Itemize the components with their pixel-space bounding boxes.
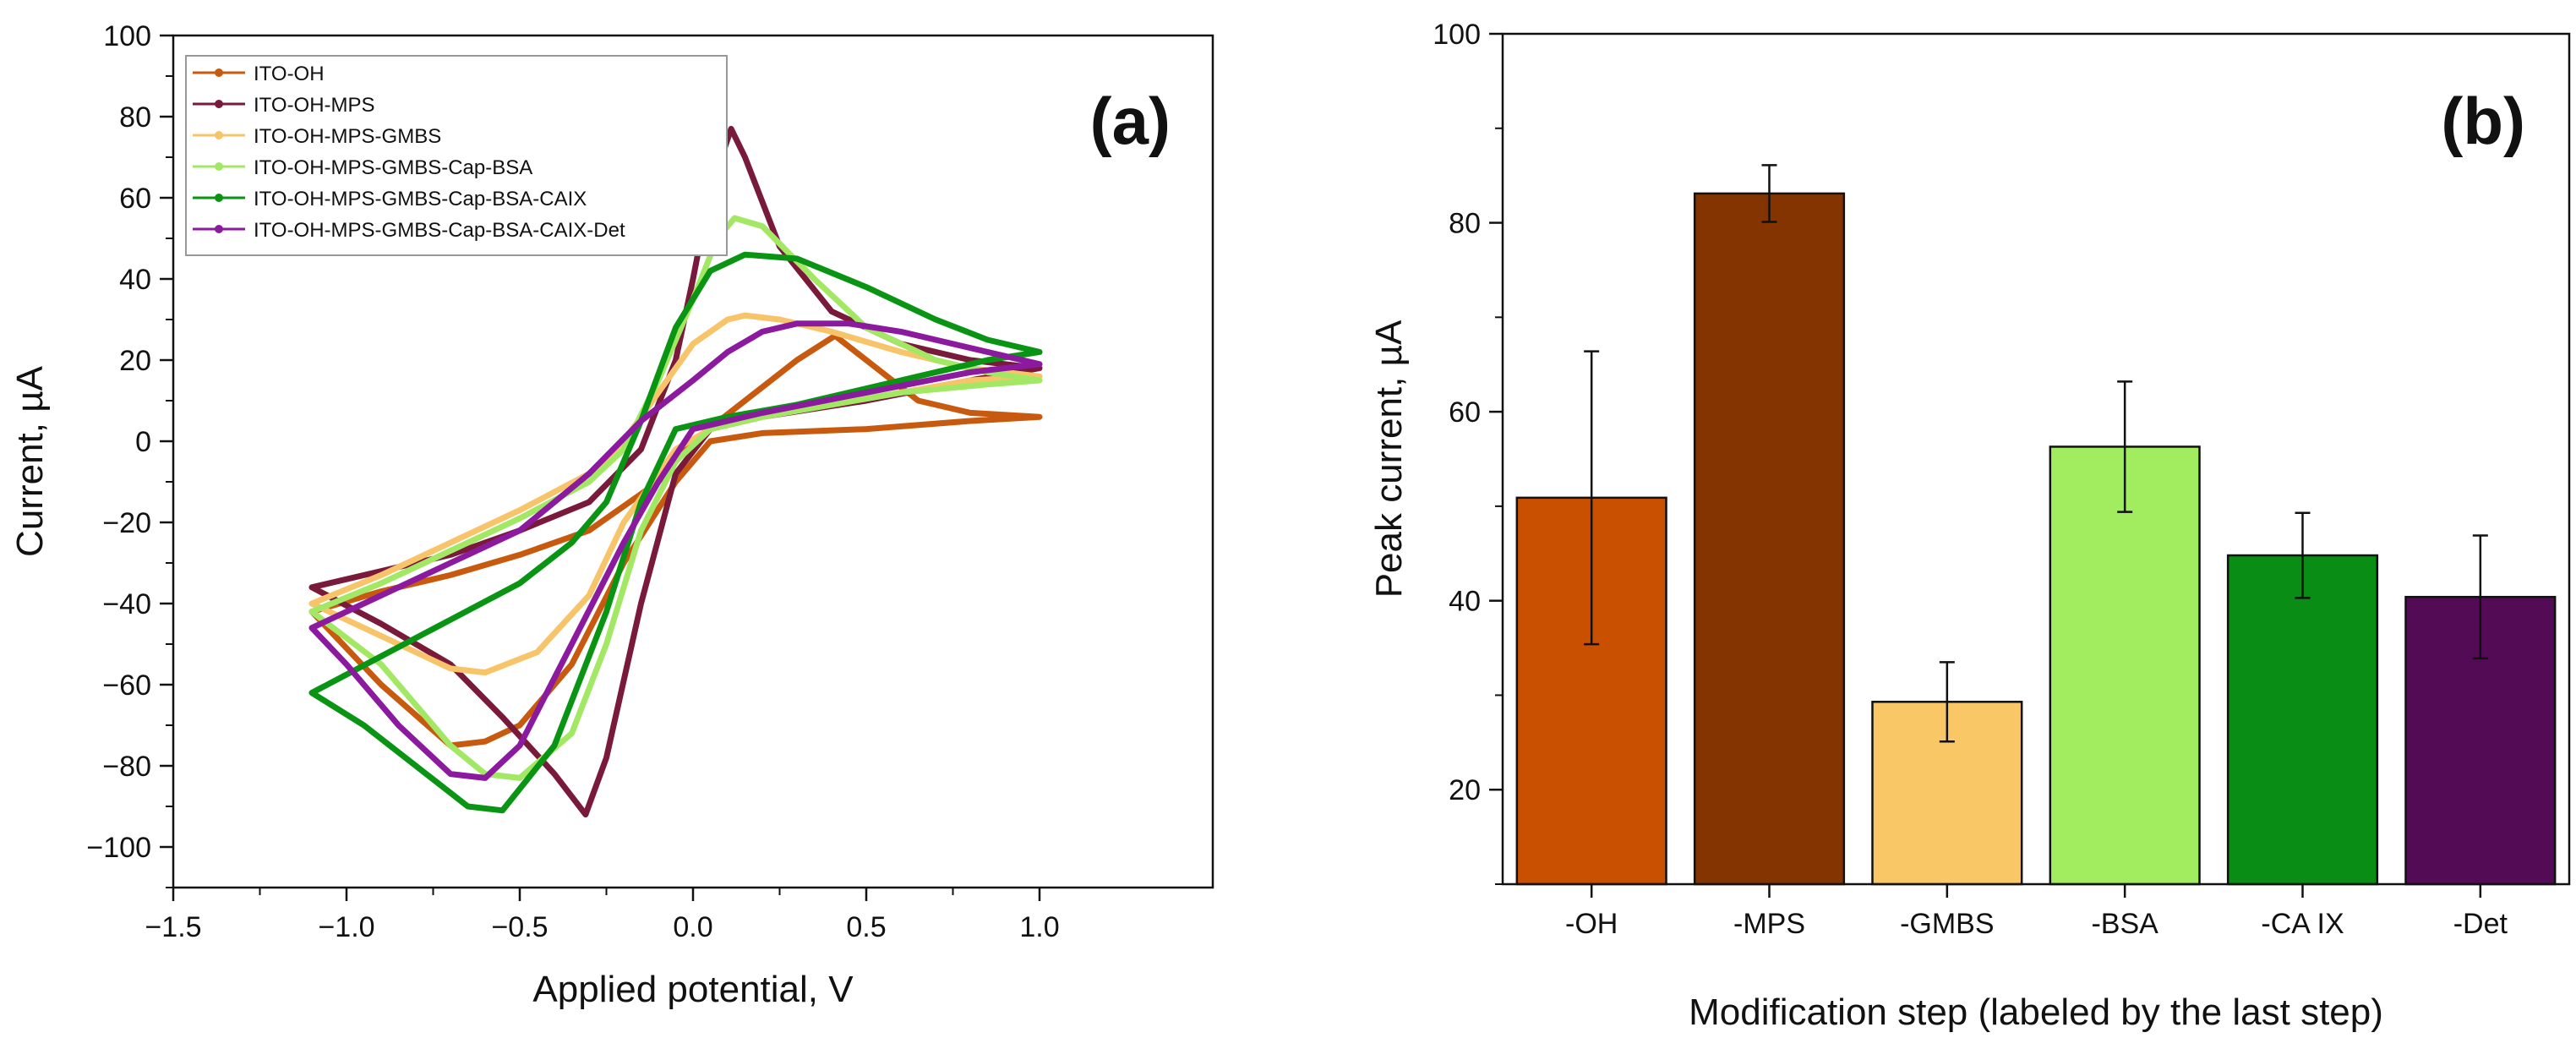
peak-current-y-axis-title: Peak current, µA bbox=[1368, 320, 1410, 598]
cv-y-tick-label: 0 bbox=[135, 426, 151, 458]
peak-current-y-axis: 20 40 60 80 100 bbox=[1433, 19, 1503, 885]
peak-current-plot-frame bbox=[1501, 32, 2571, 886]
cv-y-tick-label: 20 bbox=[119, 345, 151, 377]
cv-series-line-5 bbox=[308, 320, 1043, 781]
cv-y-tick-label: −60 bbox=[102, 669, 151, 702]
cv-plot-area bbox=[308, 125, 1043, 818]
cv-series-line-4 bbox=[308, 251, 1043, 814]
cv-y-tick-label: −40 bbox=[102, 588, 151, 620]
bar-category-label-4: -CA IX bbox=[2261, 908, 2344, 940]
cv-legend: ITO-OH ITO-OH-MPS ITO-OH-MPS-GMBS ITO-OH-MP… bbox=[185, 55, 728, 256]
cv-legend-label-0: ITO-OH bbox=[254, 63, 325, 85]
cv-series-line-2 bbox=[308, 312, 1043, 676]
cv-y-axis-title: Current, µA bbox=[9, 365, 51, 557]
cv-legend-marker-5 bbox=[215, 225, 223, 233]
cv-legend-marker-1 bbox=[215, 100, 223, 108]
bar-category-label-5: -Det bbox=[2453, 908, 2508, 940]
cv-panel-label: (a) bbox=[1090, 84, 1171, 158]
cv-legend-marker-0 bbox=[215, 68, 223, 77]
cv-x-tick-label: −1.5 bbox=[145, 911, 201, 943]
cv-y-tick-label: −100 bbox=[86, 832, 151, 864]
bar-2 bbox=[1871, 701, 2023, 886]
cv-legend-marker-2 bbox=[215, 131, 223, 139]
bar-category-label-3: -BSA bbox=[2091, 908, 2158, 940]
bar-y-tick-label: 40 bbox=[1449, 586, 1481, 618]
bar-category-label-2: -GMBS bbox=[1900, 908, 1994, 940]
cv-chart-panel: −1.5 −1.0 −0.5 0.0 0.5 1.0 −100 −80 −60 −40 −20 0 2… bbox=[9, 20, 1214, 1010]
cv-y-axis: −100 −80 −60 −40 −20 0 20 40 60 80 100 bbox=[86, 20, 173, 888]
cv-x-tick-label: −1.0 bbox=[318, 911, 374, 943]
bar-y-tick-label: 80 bbox=[1449, 208, 1481, 240]
cv-legend-label-5: ITO-OH-MPS-GMBS-Cap-BSA-CAIX-Det bbox=[254, 219, 625, 242]
cv-series-line-3 bbox=[308, 215, 1043, 781]
cv-y-tick-label: 100 bbox=[103, 20, 151, 52]
bar-category-label-1: -MPS bbox=[1733, 908, 1805, 940]
cv-legend-label-4: ITO-OH-MPS-GMBS-Cap-BSA-CAIX bbox=[254, 188, 587, 210]
cv-legend-label-1: ITO-OH-MPS bbox=[254, 94, 375, 117]
bar-y-tick-label: 20 bbox=[1449, 774, 1481, 806]
cv-y-tick-label: 60 bbox=[119, 183, 151, 215]
peak-current-chart-panel: -OH -MPS -GMBS -BSA -CA IX -Det 20 40 60 80 100 M… bbox=[1368, 19, 2571, 1033]
peak-current-x-axis: -OH -MPS -GMBS -BSA -CA IX -Det bbox=[1565, 884, 2508, 940]
cv-y-tick-label: 80 bbox=[119, 101, 151, 134]
cv-y-tick-label: 40 bbox=[119, 264, 151, 296]
bar-4 bbox=[2226, 554, 2379, 886]
cv-x-tick-label: 1.0 bbox=[1019, 911, 1059, 943]
peak-current-panel-label: (b) bbox=[2441, 84, 2525, 158]
cv-x-axis: −1.5 −1.0 −0.5 0.0 0.5 1.0 bbox=[145, 888, 1060, 943]
cv-y-tick-label: −20 bbox=[102, 507, 151, 539]
cv-legend-box bbox=[185, 55, 728, 256]
bar-y-tick-label: 60 bbox=[1449, 396, 1481, 429]
cv-legend-marker-4 bbox=[215, 194, 223, 202]
peak-current-plot-area bbox=[1515, 164, 2557, 886]
cv-x-tick-label: −0.5 bbox=[491, 911, 548, 943]
cv-legend-label-3: ITO-OH-MPS-GMBS-Cap-BSA bbox=[254, 156, 532, 179]
peak-current-x-axis-title: Modification step (labeled by the last s… bbox=[1689, 992, 2383, 1033]
cv-series-line-0 bbox=[308, 332, 1043, 749]
bar-category-label-0: -OH bbox=[1565, 908, 1618, 940]
cv-x-tick-label: 0.0 bbox=[673, 911, 712, 943]
bar-3 bbox=[2049, 445, 2201, 886]
cv-y-tick-label: −80 bbox=[102, 751, 151, 783]
bar-y-tick-label: 100 bbox=[1433, 19, 1481, 51]
cv-x-tick-label: 0.5 bbox=[846, 911, 886, 943]
bar-1 bbox=[1693, 192, 1846, 886]
cv-legend-marker-3 bbox=[215, 162, 223, 171]
cv-legend-label-2: ITO-OH-MPS-GMBS bbox=[254, 125, 441, 148]
cv-x-axis-title: Applied potential, V bbox=[532, 969, 854, 1010]
